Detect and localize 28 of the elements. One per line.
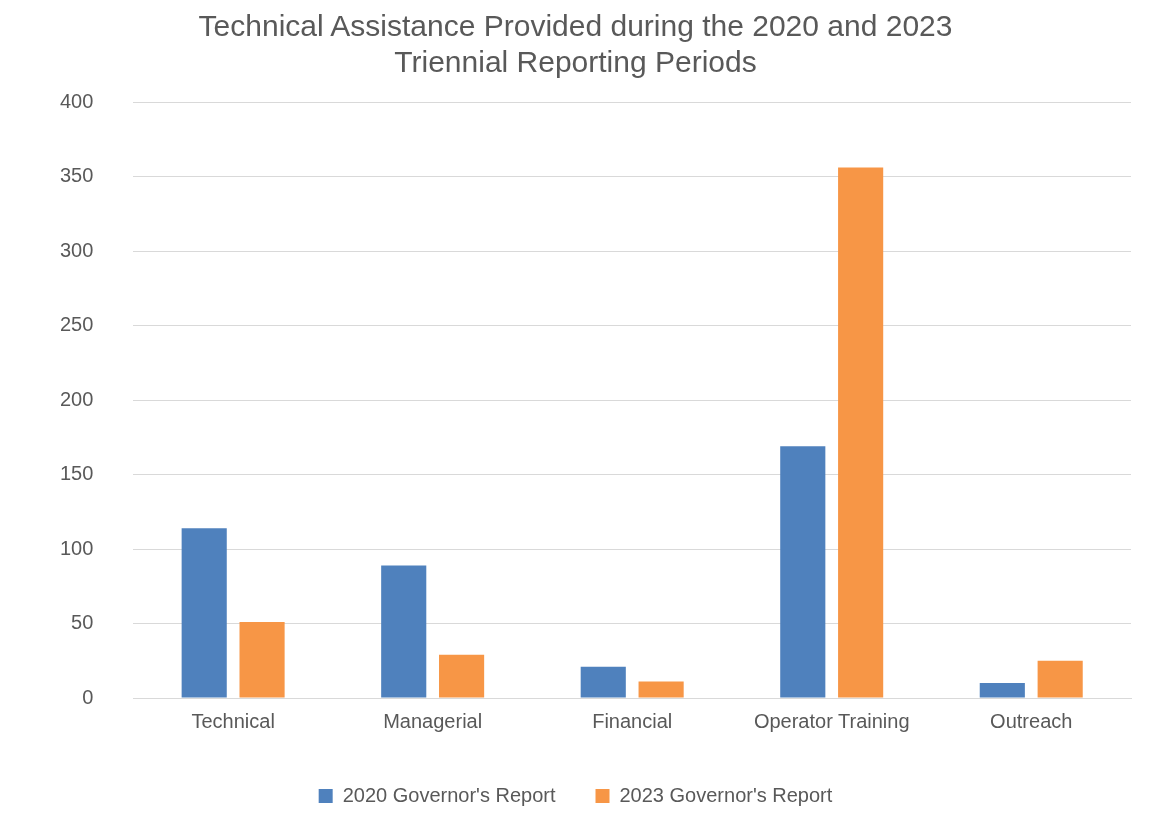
bar — [439, 654, 485, 698]
x-tick-label: Operator Training — [753, 709, 910, 732]
y-tick-label: 200 — [59, 387, 94, 410]
x-tick-label: Technical — [191, 709, 275, 732]
legend-label: 2023 Governor's Report — [619, 783, 833, 806]
y-tick-label: 400 — [59, 89, 94, 112]
text: Triennial Reporting Periods — [394, 45, 757, 79]
bar — [838, 167, 884, 698]
bar — [780, 446, 826, 698]
legend-label: 2020 Governor's Report — [342, 783, 556, 806]
bar — [580, 666, 626, 698]
y-tick-label: 150 — [59, 462, 94, 485]
bar — [239, 622, 285, 698]
y-tick-label: 100 — [59, 536, 94, 559]
bar — [181, 528, 227, 698]
y-tick-label: 250 — [59, 313, 94, 336]
y-tick-label: 0 — [82, 685, 94, 708]
bar — [1037, 660, 1083, 698]
bar — [979, 683, 1025, 698]
x-tick-label: Financial — [592, 709, 673, 732]
x-tick-label: Managerial — [383, 709, 483, 732]
bar — [381, 565, 427, 698]
x-tick-label: Outreach — [990, 709, 1073, 732]
text: Technical Assistance Provided during the 2020 and 2023 — [198, 9, 953, 43]
y-tick-label: 300 — [59, 238, 94, 261]
y-tick-label: 350 — [59, 164, 94, 187]
y-tick-label: 50 — [71, 611, 94, 634]
bar — [638, 681, 684, 698]
